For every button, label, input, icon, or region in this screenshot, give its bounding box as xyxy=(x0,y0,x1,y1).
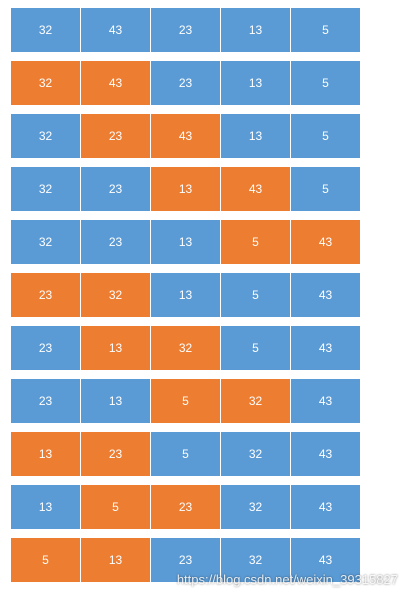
array-cell: 13 xyxy=(151,220,220,264)
array-cell: 5 xyxy=(291,114,360,158)
sort-step-row: 23 13 32 5 43 xyxy=(11,326,361,370)
array-cell: 5 xyxy=(291,167,360,211)
array-cell: 23 xyxy=(151,61,220,105)
array-cell: 43 xyxy=(291,485,360,529)
array-cell: 23 xyxy=(11,379,80,423)
array-cell: 32 xyxy=(221,432,290,476)
array-cell: 43 xyxy=(291,326,360,370)
array-cell: 43 xyxy=(291,273,360,317)
array-cell: 13 xyxy=(221,114,290,158)
array-cell-compared: 23 xyxy=(11,273,80,317)
sort-step-row: 5 13 23 32 43 xyxy=(11,538,361,582)
array-cell: 5 xyxy=(221,273,290,317)
array-cell-compared: 43 xyxy=(291,220,360,264)
sort-step-row: 32 23 43 13 5 xyxy=(11,114,361,158)
array-cell-compared: 13 xyxy=(11,432,80,476)
array-cell: 43 xyxy=(81,8,150,52)
array-cell-compared: 5 xyxy=(11,538,80,582)
sort-step-row: 32 43 23 13 5 xyxy=(11,61,361,105)
array-cell-compared: 43 xyxy=(221,167,290,211)
array-cell: 43 xyxy=(291,379,360,423)
array-cell: 23 xyxy=(81,167,150,211)
array-cell: 13 xyxy=(151,273,220,317)
array-cell-compared: 32 xyxy=(81,273,150,317)
array-cell: 13 xyxy=(221,61,290,105)
array-cell: 32 xyxy=(11,8,80,52)
array-cell-compared: 5 xyxy=(221,220,290,264)
array-cell-compared: 5 xyxy=(151,379,220,423)
array-cell-compared: 23 xyxy=(81,114,150,158)
array-cell-compared: 13 xyxy=(151,167,220,211)
array-cell: 13 xyxy=(11,485,80,529)
array-cell-compared: 13 xyxy=(81,326,150,370)
array-cell-compared: 43 xyxy=(81,61,150,105)
sort-step-row: 13 23 5 32 43 xyxy=(11,432,361,476)
sort-step-row: 13 5 23 32 43 xyxy=(11,485,361,529)
watermark: https://blog.csdn.net/weixin_39315827 xyxy=(176,572,398,587)
array-cell: 13 xyxy=(221,8,290,52)
array-cell: 43 xyxy=(291,432,360,476)
array-cell-compared: 23 xyxy=(151,485,220,529)
array-cell: 43 xyxy=(291,538,360,582)
array-cell: 32 xyxy=(221,485,290,529)
array-cell: 5 xyxy=(291,61,360,105)
sort-step-row: 32 23 13 43 5 xyxy=(11,167,361,211)
sort-step-row: 32 23 13 5 43 xyxy=(11,220,361,264)
array-cell-compared: 5 xyxy=(81,485,150,529)
array-cell: 5 xyxy=(221,326,290,370)
array-cell: 5 xyxy=(291,8,360,52)
array-cell: 32 xyxy=(11,167,80,211)
array-cell: 32 xyxy=(11,220,80,264)
array-cell-compared: 23 xyxy=(81,432,150,476)
array-cell: 23 xyxy=(151,538,220,582)
array-cell: 13 xyxy=(81,379,150,423)
sort-step-row: 23 32 13 5 43 xyxy=(11,273,361,317)
array-cell-compared: 43 xyxy=(151,114,220,158)
array-cell-compared: 32 xyxy=(221,379,290,423)
array-cell: 23 xyxy=(11,326,80,370)
array-cell: 5 xyxy=(151,432,220,476)
array-cell: 23 xyxy=(81,220,150,264)
array-cell: 23 xyxy=(151,8,220,52)
array-cell: 32 xyxy=(11,114,80,158)
array-cell-compared: 32 xyxy=(151,326,220,370)
sort-step-row: 23 13 5 32 43 xyxy=(11,379,361,423)
bubble-sort-steps: 32 43 23 13 5 32 43 23 13 5 32 23 43 13 5 32 23 13 43 5 32 23… xyxy=(11,8,361,591)
array-cell: 32 xyxy=(221,538,290,582)
array-cell-compared: 13 xyxy=(81,538,150,582)
sort-step-row: 32 43 23 13 5 xyxy=(11,8,361,52)
array-cell-compared: 32 xyxy=(11,61,80,105)
